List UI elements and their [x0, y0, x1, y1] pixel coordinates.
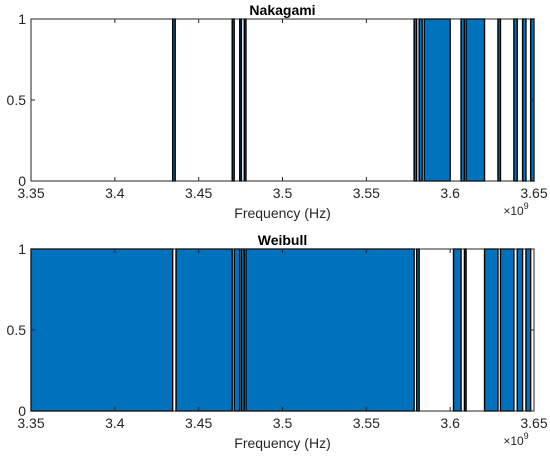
- nakagami-y-tick-label: 0.5: [7, 92, 27, 108]
- weibull-x-tick-label: 3.55: [353, 415, 380, 431]
- nakagami-x-tick-label: 3.35: [17, 185, 44, 201]
- weibull-x-tick-label: 3.6: [440, 415, 460, 431]
- weibull-x-tick-label: 3.35: [17, 415, 44, 431]
- nakagami-plot-area: [31, 19, 534, 181]
- nakagami-bar-10: [513, 18, 518, 182]
- nakagami-bar-5: [418, 18, 423, 182]
- weibull-bar-11: [525, 248, 532, 412]
- nakagami-y-tick-label: 1: [18, 11, 26, 27]
- weibull-panel: 3.35 3.4 3.45 3.5 3.55 3.6 3.65 0 0.5 1 Weibull Fre…: [7, 232, 548, 451]
- weibull-y-tick-label: 1: [18, 241, 26, 257]
- nakagami-bar-0: [171, 18, 176, 182]
- weibull-y-tick-label: 0: [18, 403, 26, 419]
- nakagami-x-multiplier: ×109: [503, 201, 528, 218]
- weibull-bar-4: [245, 248, 415, 412]
- weibull-x-tick-label: 3.45: [185, 415, 212, 431]
- nakagami-bar-7: [460, 18, 466, 182]
- nakagami-x-tick-label: 3.6: [440, 185, 460, 201]
- nakagami-x-tick-label: 3.4: [105, 185, 125, 201]
- weibull-title: Weibull: [258, 232, 308, 248]
- weibull-bar-3: [240, 248, 245, 412]
- nakagami-bar-9: [497, 18, 502, 182]
- nakagami-bar-8: [465, 18, 486, 182]
- weibull-bar-7: [463, 248, 467, 412]
- weibull-bars: [30, 248, 532, 412]
- weibull-y-tick-label: 0.5: [7, 322, 27, 338]
- weibull-x-multiplier: ×109: [503, 431, 528, 448]
- nakagami-x-tick-label: 3.65: [520, 185, 547, 201]
- nakagami-panel: 3.35 3.4 3.45 3.5 3.55 3.6 3.65 0 0.5 1 Nakagami Fr…: [7, 2, 548, 221]
- weibull-bar-1: [175, 248, 233, 412]
- nakagami-bar-4: [413, 18, 418, 182]
- weibull-bar-5: [415, 248, 420, 412]
- nakagami-title: Nakagami: [249, 2, 315, 18]
- weibull-x-axis-label: Frequency (Hz): [234, 435, 330, 451]
- weibull-bar-2: [233, 248, 241, 412]
- weibull-bar-10: [516, 248, 524, 412]
- nakagami-x-tick-label: 3.55: [353, 185, 380, 201]
- weibull-x-tick-label: 3.5: [273, 415, 293, 431]
- nakagami-bar-3: [243, 18, 247, 182]
- nakagami-bar-1: [231, 18, 235, 182]
- weibull-bar-8: [483, 248, 499, 412]
- nakagami-bar-6: [423, 18, 451, 182]
- nakagami-bar-11: [521, 18, 527, 182]
- weibull-bar-6: [452, 248, 462, 412]
- nakagami-bar-2: [239, 18, 243, 182]
- weibull-x-tick-label: 3.65: [520, 415, 547, 431]
- weibull-bar-0: [30, 248, 174, 412]
- weibull-x-tick-label: 3.4: [105, 415, 125, 431]
- weibull-bar-9: [499, 248, 515, 412]
- nakagami-x-tick-label: 3.45: [185, 185, 212, 201]
- nakagami-x-axis-label: Frequency (Hz): [234, 205, 330, 221]
- nakagami-y-tick-label: 0: [18, 173, 26, 189]
- nakagami-x-tick-label: 3.5: [273, 185, 293, 201]
